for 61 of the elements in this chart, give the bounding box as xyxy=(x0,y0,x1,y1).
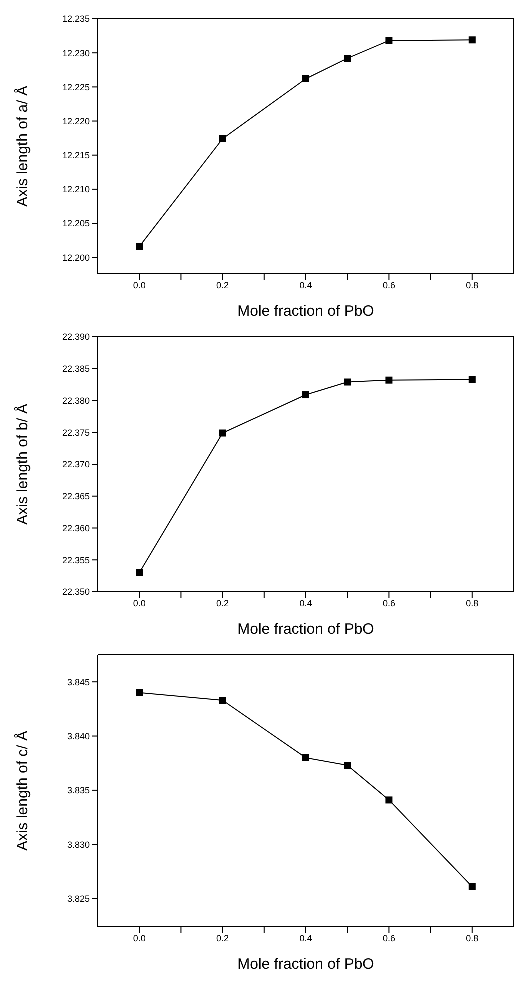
y-axis-title: Axis length of a/ Å xyxy=(13,86,32,207)
y-tick-label: 12.225 xyxy=(62,82,90,92)
x-tick-label: 0.4 xyxy=(300,933,312,944)
x-tick-label: 0.0 xyxy=(133,280,146,290)
point xyxy=(468,883,476,890)
y-tick-label: 3.835 xyxy=(67,786,90,796)
y-axis-title: Axis length of c/ Å xyxy=(13,730,32,852)
y-tick-label: 22.350 xyxy=(62,587,90,598)
y-tick-label: 22.385 xyxy=(62,364,90,374)
x-tick-label: 0.8 xyxy=(466,598,479,608)
y-tick-label: 12.220 xyxy=(62,116,90,126)
y-tick-label: 22.360 xyxy=(62,523,90,534)
y-tick-label: 22.390 xyxy=(62,332,90,342)
point xyxy=(219,136,226,142)
point xyxy=(386,376,393,384)
x-axis-title: Mole fraction of PbO xyxy=(238,303,374,320)
x-tick-label: 0.2 xyxy=(216,933,230,944)
point xyxy=(302,76,310,82)
y-tick-label: 22.380 xyxy=(62,396,90,406)
point xyxy=(136,243,144,250)
point xyxy=(219,697,226,704)
y-axis-title: Axis length of b/ Å xyxy=(13,404,32,525)
y-tick-label: 22.365 xyxy=(62,492,90,502)
point xyxy=(386,37,393,44)
y-tick-label: 22.375 xyxy=(62,428,90,438)
point xyxy=(302,754,310,762)
x-tick-label: 0.2 xyxy=(216,598,230,608)
point xyxy=(136,569,144,576)
x-tick-label: 0.0 xyxy=(133,598,146,608)
x-tick-label: 0.8 xyxy=(466,933,479,944)
x-axis-title: Mole fraction of PbO xyxy=(238,956,374,973)
x-tick-label: 0.4 xyxy=(300,598,312,608)
point xyxy=(386,796,393,804)
point xyxy=(344,378,352,386)
x-tick-label: 0.0 xyxy=(133,933,146,944)
point xyxy=(468,376,476,384)
y-tick-label: 3.830 xyxy=(67,840,90,850)
point xyxy=(302,392,310,399)
y-tick-label: 12.215 xyxy=(62,150,90,161)
x-tick-label: 0.6 xyxy=(382,598,396,608)
point xyxy=(219,430,226,437)
y-tick-label: 3.840 xyxy=(67,731,90,742)
point xyxy=(344,762,352,770)
y-tick-label: 22.355 xyxy=(62,555,90,566)
y-tick-label: 3.825 xyxy=(67,894,90,904)
x-axis-title: Mole fraction of PbO xyxy=(238,621,374,638)
y-tick-label: 12.210 xyxy=(62,184,90,195)
point xyxy=(468,36,476,44)
y-tick-label: 3.845 xyxy=(67,677,90,688)
x-tick-label: 0.8 xyxy=(466,280,479,290)
point xyxy=(344,55,352,62)
y-tick-label: 12.200 xyxy=(62,252,90,263)
y-tick-label: 12.230 xyxy=(62,48,90,58)
y-tick-label: 12.235 xyxy=(62,14,90,24)
x-tick-label: 0.6 xyxy=(382,280,396,290)
x-tick-label: 0.2 xyxy=(216,280,230,290)
x-tick-label: 0.4 xyxy=(300,280,312,290)
point xyxy=(136,689,144,696)
x-tick-label: 0.6 xyxy=(382,933,396,944)
y-tick-label: 12.205 xyxy=(62,218,90,229)
y-tick-label: 22.370 xyxy=(62,460,90,470)
